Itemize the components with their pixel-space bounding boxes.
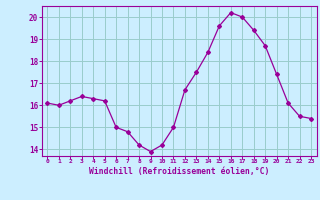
X-axis label: Windchill (Refroidissement éolien,°C): Windchill (Refroidissement éolien,°C) [89,167,269,176]
